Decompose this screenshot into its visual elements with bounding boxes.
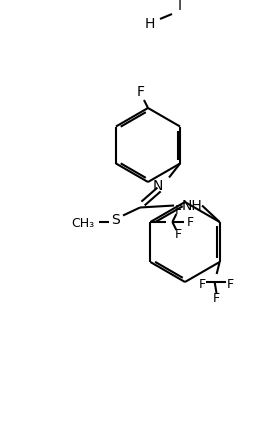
Text: F: F	[175, 204, 182, 217]
Text: F: F	[213, 292, 220, 305]
Text: N: N	[153, 179, 163, 193]
Text: F: F	[187, 216, 194, 229]
Text: F: F	[137, 85, 145, 99]
Text: I: I	[178, 0, 182, 13]
Text: H: H	[145, 17, 155, 31]
Text: F: F	[175, 228, 182, 241]
Text: S: S	[111, 213, 119, 227]
Text: NH: NH	[182, 199, 202, 213]
Text: CH₃: CH₃	[72, 216, 94, 230]
Text: F: F	[227, 278, 234, 291]
Text: F: F	[199, 278, 206, 291]
